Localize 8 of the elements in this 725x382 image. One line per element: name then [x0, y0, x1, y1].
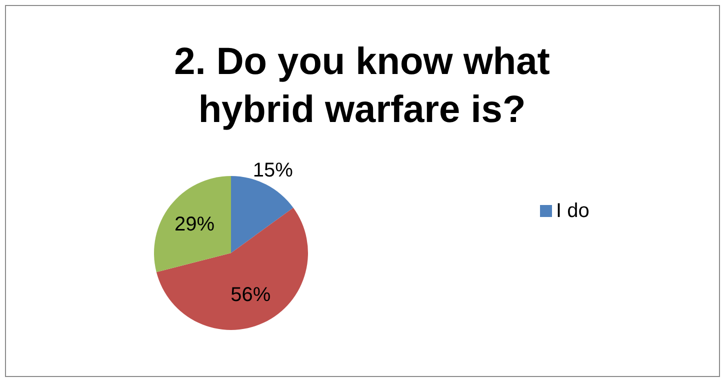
pie-slice — [154, 176, 231, 272]
data-label: 56% — [230, 284, 271, 306]
data-label: 29% — [174, 214, 215, 236]
data-label: 15% — [252, 160, 294, 182]
pie-slice — [156, 208, 308, 330]
legend-label: I do — [556, 200, 590, 222]
chart-title: 2. Do you know what hybrid warfare is? — [174, 41, 550, 131]
pie-slice — [231, 176, 294, 253]
